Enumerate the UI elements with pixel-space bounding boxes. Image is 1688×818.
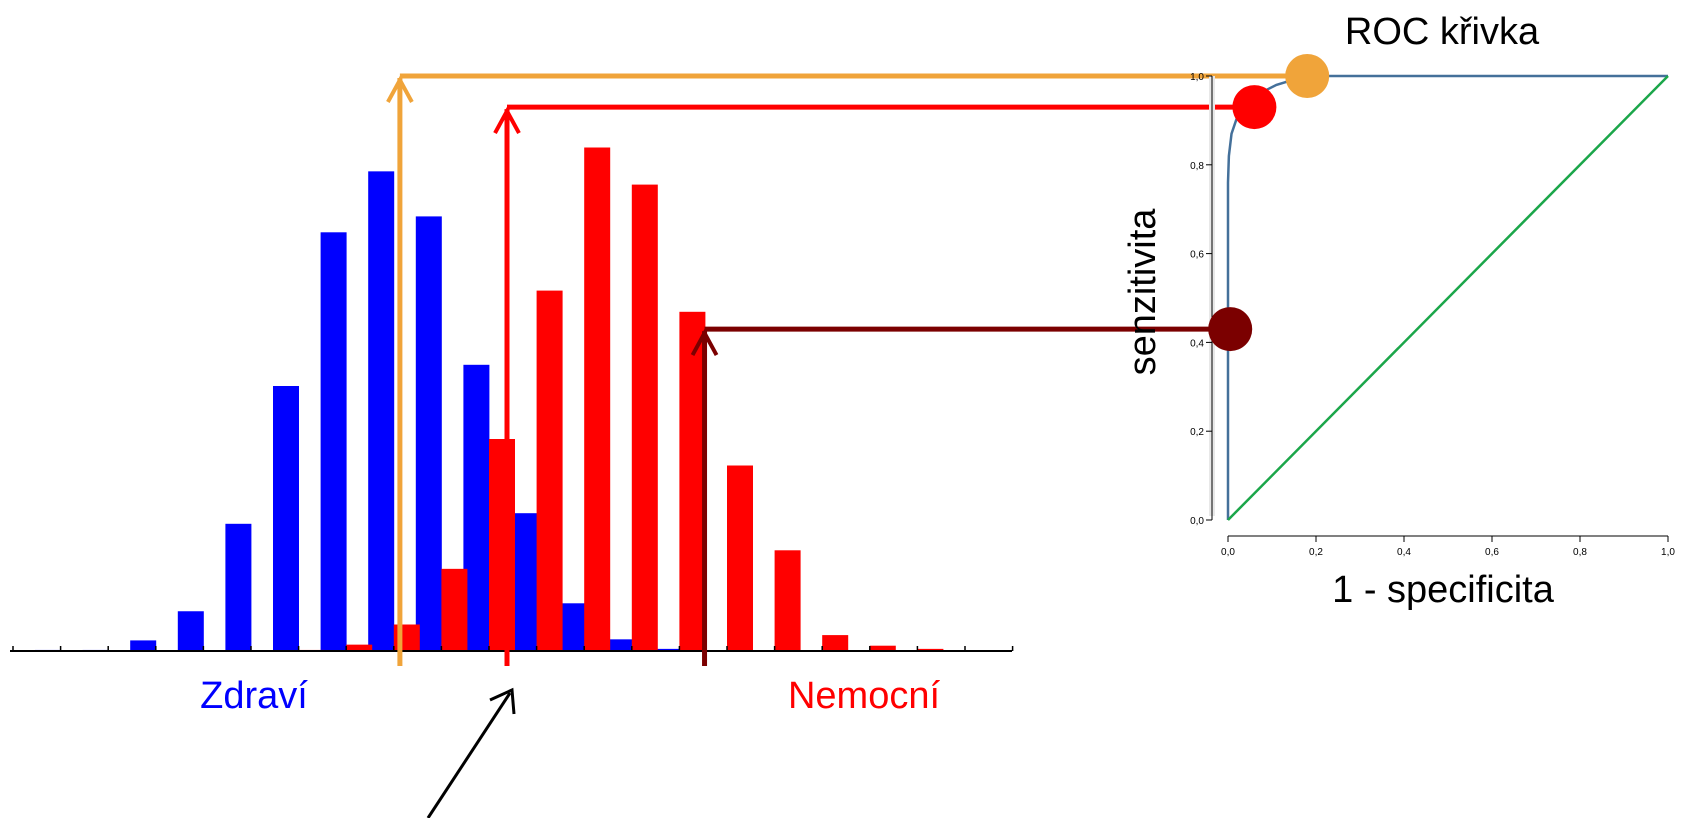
healthy-bar-3: [177, 611, 204, 651]
healthy-bar-4: [225, 523, 252, 651]
roc-point-red: [1232, 85, 1277, 130]
label-healthy: Zdraví: [200, 675, 308, 717]
histogram-bars: [35, 147, 944, 652]
roc-point-darkred: [1208, 307, 1253, 352]
roc-chart: 0,0 0,2 0,4 0,6 0,8 1,0 0,0 0,2 0,4 0,6 0,8 1,0: [1190, 54, 1675, 558]
sick-bar-11: [536, 290, 563, 651]
threshold-arrowhead-orange: [386, 75, 414, 103]
label-sick: Nemocní: [788, 675, 940, 717]
sick-bar-7: [346, 644, 373, 651]
threshold-red: [493, 104, 1255, 666]
healthy-bar-10: [511, 513, 537, 651]
sick-bar-15: [727, 465, 753, 651]
healthy-bar-5: [273, 386, 299, 651]
roc-point-orange: [1285, 54, 1330, 98]
roc-y-tick-label-4: 0,8: [1190, 161, 1204, 172]
roc-y-tick-label-0: 0,0: [1190, 516, 1204, 527]
x-axis-label: 1 - specificita: [1332, 569, 1555, 611]
sick-bar-16: [774, 550, 801, 651]
threshold-arrowhead-red: [493, 106, 521, 135]
threshold-darkred: [690, 326, 1231, 666]
sick-bar-13: [631, 184, 658, 651]
roc-y-tick-label-3: 0,6: [1190, 250, 1204, 261]
roc-y-tick-label-2: 0,4: [1190, 338, 1204, 349]
sick-bar-17: [822, 635, 849, 651]
sick-bar-12: [584, 147, 611, 651]
roc-y-tick-label-1: 0,2: [1190, 427, 1204, 438]
threshold-arrowhead-darkred: [690, 328, 719, 357]
healthy-bar-6: [320, 232, 347, 652]
roc-x-tick-label-3: 0,6: [1485, 547, 1499, 558]
roc-diagonal: [1227, 75, 1669, 521]
roc-y-tick-label-5: 1,0: [1190, 72, 1204, 83]
sick-bar-9: [441, 568, 468, 651]
chart-title: ROC křivka: [1345, 11, 1540, 53]
pointer-arrow: [426, 687, 516, 818]
threshold-orange: [386, 73, 1308, 666]
healthy-bar-8: [415, 216, 442, 651]
roc-series: [1226, 74, 1669, 521]
roc-points: [1208, 54, 1330, 352]
healthy-bar-12: [606, 639, 633, 651]
roc-x-tick-label-2: 0,4: [1397, 547, 1411, 558]
healthy-bar-7: [368, 171, 395, 651]
roc-x-tick-label-0: 0,0: [1221, 547, 1235, 558]
threshold-connectors: [386, 73, 1308, 666]
sick-bar-18: [869, 645, 896, 651]
healthy-bar-2: [130, 640, 157, 651]
healthy-bar-13: [653, 648, 680, 651]
roc-x-tick-label-5: 1,0: [1661, 547, 1675, 558]
y-axis-label: senzitivita: [1122, 208, 1164, 376]
roc-x-tick-label-4: 0,8: [1573, 547, 1587, 558]
sick-bar-10: [489, 439, 515, 651]
histogram-ticks: [12, 646, 1014, 651]
roc-axes: 0,0 0,2 0,4 0,6 0,8 1,0 0,0 0,2 0,4 0,6 0,8 1,0: [1190, 72, 1675, 558]
sick-bar-19: [917, 648, 944, 651]
healthy-bar-11: [558, 603, 585, 651]
healthy-bar-9: [463, 364, 490, 651]
sick-bar-14: [679, 311, 706, 651]
roc-x-tick-label-1: 0,2: [1309, 547, 1323, 558]
